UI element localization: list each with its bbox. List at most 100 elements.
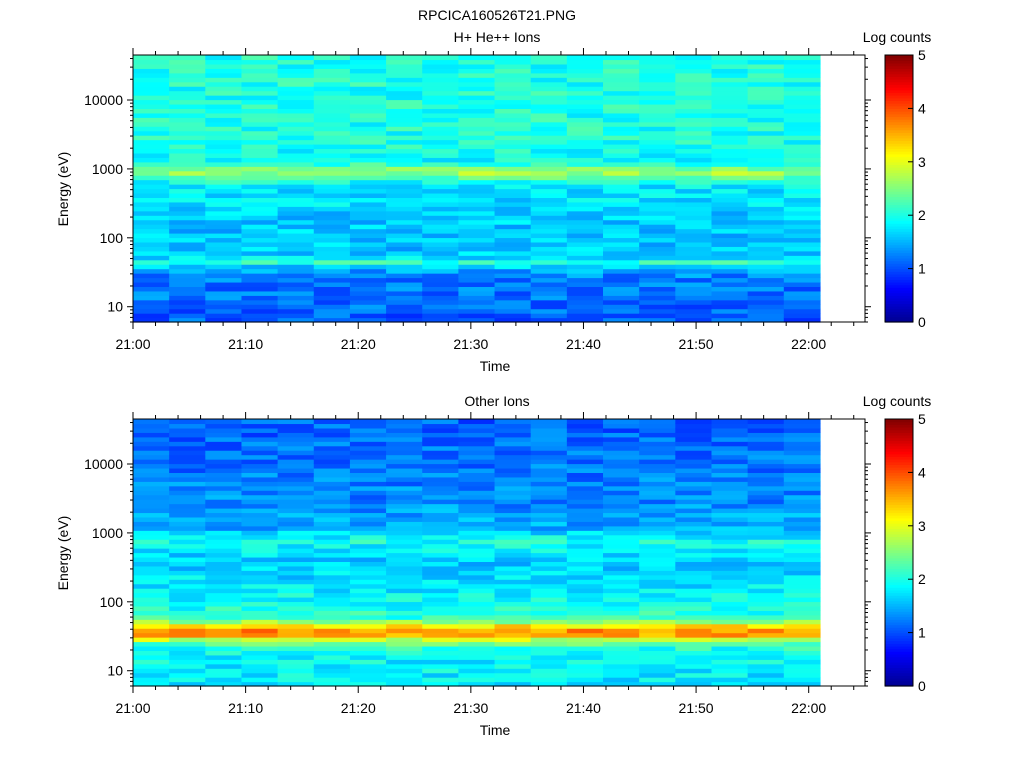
heatmap-cell (313, 512, 351, 518)
heatmap-cell (422, 152, 459, 158)
heatmap-cell (241, 419, 279, 425)
colorbar-swatch (885, 523, 913, 527)
heatmap-cell (422, 619, 459, 625)
heatmap-cell (386, 459, 423, 465)
heatmap-cell (241, 126, 279, 132)
heatmap-cell (169, 224, 206, 230)
heatmap-cell (783, 503, 821, 509)
heatmap-cell (169, 645, 206, 651)
heatmap-cell (313, 250, 351, 256)
heatmap-cell (747, 121, 785, 127)
heatmap-cell (422, 681, 459, 687)
heatmap-cell (603, 570, 640, 576)
heatmap-cell (241, 139, 279, 145)
heatmap-cell (422, 295, 459, 301)
heatmap-cell (530, 436, 568, 442)
heatmap-cell (458, 228, 496, 234)
heatmap-cell (639, 619, 676, 625)
heatmap-cell (458, 188, 496, 194)
heatmap-cell (711, 95, 749, 101)
heatmap-cell (603, 588, 640, 594)
heatmap-cell (277, 308, 315, 314)
heatmap-cell (458, 525, 496, 531)
heatmap-cell (277, 659, 315, 665)
heatmap-cell (747, 99, 785, 105)
heatmap-cell (241, 304, 279, 310)
heatmap-cell (169, 148, 206, 154)
heatmap-cell (783, 286, 821, 292)
heatmap-cell (349, 228, 387, 234)
colorbar-swatch (885, 429, 913, 433)
heatmap-cell (422, 467, 459, 473)
heatmap-cell (422, 436, 459, 442)
heatmap-cell (313, 427, 351, 433)
heatmap-cell (639, 130, 676, 136)
heatmap-cell (277, 144, 315, 150)
heatmap-cell (386, 152, 423, 158)
heatmap-cell (241, 534, 279, 540)
colorbar-swatch (885, 319, 913, 323)
colorbar-swatch (885, 640, 913, 644)
heatmap-cell (205, 268, 243, 274)
heatmap-cell (458, 574, 496, 580)
heatmap-cell (349, 552, 387, 558)
heatmap-cell (205, 152, 243, 158)
heatmap-cell (783, 419, 821, 425)
heatmap-cell (241, 445, 279, 451)
heatmap-cell (639, 152, 676, 158)
heatmap-cell (458, 72, 496, 78)
heatmap-cell (133, 201, 170, 207)
colorbar-swatch (885, 84, 913, 88)
heatmap-cell (349, 494, 387, 500)
heatmap-cell (566, 601, 604, 607)
heatmap-cell (530, 530, 568, 536)
heatmap-cell (566, 308, 604, 314)
heatmap-cell (277, 86, 315, 92)
heatmap-cell (711, 201, 749, 207)
heatmap-cell (530, 539, 568, 545)
heatmap-cell (386, 304, 423, 310)
heatmap-cell (458, 494, 496, 500)
heatmap-cell (241, 552, 279, 558)
heatmap-cell (747, 632, 785, 638)
heatmap-cell (566, 95, 604, 101)
heatmap-cell (277, 99, 315, 105)
heatmap-cell (530, 499, 568, 505)
heatmap-cell (205, 63, 243, 69)
heatmap-cell (783, 255, 821, 261)
colorbar-swatch (885, 71, 913, 75)
heatmap-cell (494, 286, 532, 292)
heatmap-cell (422, 103, 459, 109)
heatmap-cell (747, 423, 785, 429)
colorbar-swatch (885, 164, 913, 168)
heatmap-cell (313, 184, 351, 190)
heatmap-cell (783, 588, 821, 594)
colorbar-swatch (885, 624, 913, 628)
heatmap-cell (458, 175, 496, 181)
heatmap-cell (277, 623, 315, 629)
heatmap-cell (349, 463, 387, 469)
heatmap-cell (386, 184, 423, 190)
heatmap-cell (494, 605, 532, 611)
colorbar-tick-label: 1 (918, 625, 926, 641)
heatmap-cell (603, 490, 640, 496)
colorbar-swatch (885, 464, 913, 468)
heatmap-cell (422, 450, 459, 456)
heatmap-cell (241, 637, 279, 643)
heatmap-cell (349, 68, 387, 74)
heatmap-cell (603, 476, 640, 482)
heatmap-cell (386, 561, 423, 567)
heatmap-cell (603, 255, 640, 261)
heatmap-cell (422, 170, 459, 176)
heatmap-cell (530, 224, 568, 230)
heatmap-cell (639, 419, 676, 425)
heatmap-cell (675, 534, 713, 540)
heatmap-cell (675, 277, 713, 283)
heatmap-cell (169, 308, 206, 314)
heatmap-cell (783, 641, 821, 647)
colorbar-swatch (885, 145, 913, 150)
heatmap-cell (566, 255, 604, 261)
heatmap-cell (494, 157, 532, 163)
heatmap-cell (603, 614, 640, 620)
heatmap-cell (603, 264, 640, 270)
